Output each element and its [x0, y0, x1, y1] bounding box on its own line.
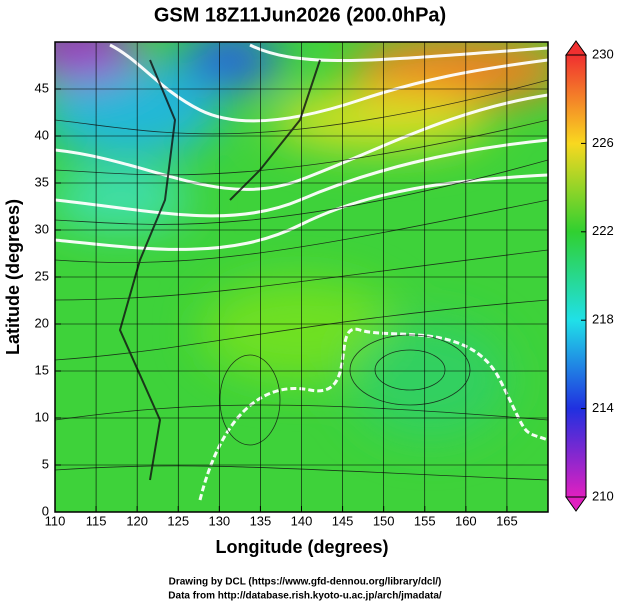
y-axis-label: Latitude (degrees): [3, 199, 23, 355]
x-tick-label: 135: [250, 513, 272, 528]
x-tick-label: 115: [86, 513, 107, 528]
x-axis-label: Longitude (degrees): [215, 537, 388, 557]
x-tick-label: 120: [126, 513, 148, 528]
x-tick-label: 110: [45, 513, 66, 528]
field: [55, 42, 548, 512]
y-tick-label: 30: [35, 221, 49, 236]
y-tick-label: 25: [35, 268, 49, 283]
y-tick-label: 0: [42, 503, 49, 518]
y-tick-label: 5: [42, 456, 49, 471]
x-tick-label: 155: [414, 513, 436, 528]
x-tick-label: 150: [373, 513, 395, 528]
y-tick-label: 15: [35, 362, 49, 377]
colorbar-tick-label: 222: [592, 223, 614, 238]
colorbar-scale: [565, 54, 587, 498]
colorbar-tick-label: 218: [592, 312, 614, 327]
colorbar: 210 214 218 222 226 230: [565, 40, 614, 512]
x-tick-label: 140: [291, 513, 313, 528]
x-tick-label: 125: [167, 513, 189, 528]
colorbar-tick-label: 230: [592, 46, 614, 61]
y-tick-label: 10: [35, 409, 49, 424]
colorbar-extend: [565, 40, 587, 56]
colorbar-tick-label: 214: [592, 400, 614, 415]
chart-title: GSM 18Z11Jun2026 (200.0hPa): [154, 4, 446, 26]
credit: Data from http://database.rish.kyoto-u.a…: [168, 591, 442, 602]
credit: Drawing by DCL (https://www.gfd-dennou.o…: [169, 577, 442, 588]
colorbar-tick-label: 210: [592, 488, 614, 503]
y-tick-label: 20: [35, 315, 49, 330]
colorbar-extend: [565, 496, 587, 512]
x-tick-label: 145: [332, 513, 354, 528]
x-tick-label: 160: [455, 513, 477, 528]
grid: [55, 42, 548, 512]
y-tick-label: 40: [35, 127, 49, 142]
y-tick-label: 35: [35, 174, 49, 189]
x-tick-label: 130: [208, 513, 230, 528]
colorbar-tick-label: 226: [592, 135, 614, 150]
x-tick-label: 165: [496, 513, 518, 528]
y-tick-label: 45: [35, 80, 49, 95]
